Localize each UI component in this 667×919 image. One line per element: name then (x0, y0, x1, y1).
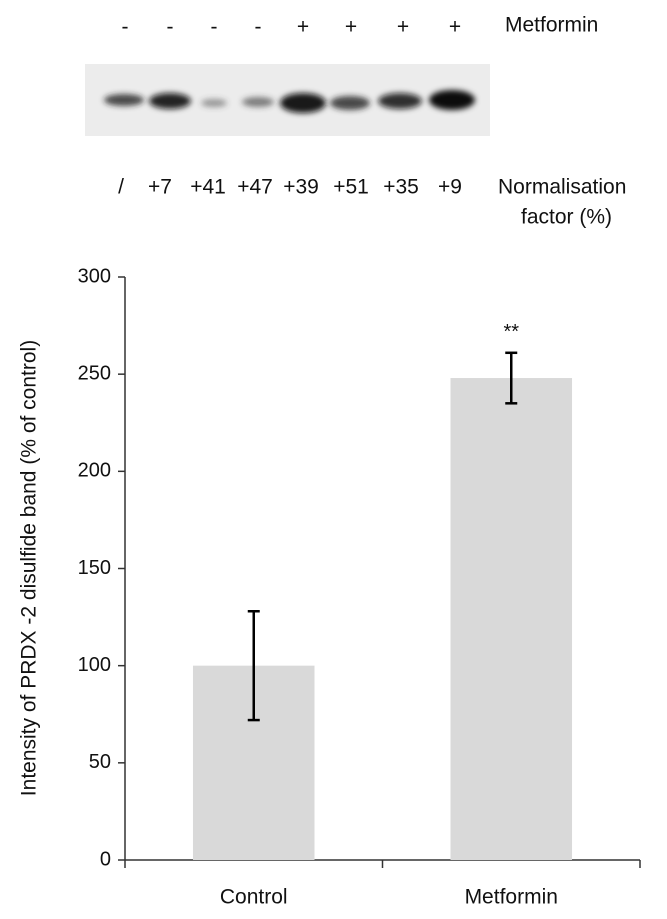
y-tick-label: 150 (78, 557, 111, 579)
normalisation-factor: +7 (148, 176, 172, 199)
treatment-sign: - (122, 16, 129, 39)
treatment-sign: + (397, 16, 409, 39)
y-tick-label: 50 (89, 751, 111, 773)
normalisation-factor: +47 (237, 176, 273, 199)
normalisation-label: Normalisation (498, 176, 626, 199)
treatment-sign: + (449, 16, 461, 39)
normalisation-factor: +35 (383, 176, 419, 199)
treatment-label: Metformin (505, 14, 598, 37)
treatment-sign: - (167, 16, 174, 39)
bar (450, 378, 572, 860)
x-tick-label: Control (220, 886, 288, 909)
normalisation-factor: +39 (283, 176, 319, 199)
significance-label: ** (503, 321, 519, 343)
normalisation-factor: / (118, 176, 124, 199)
treatment-sign: + (345, 16, 357, 39)
normalisation-factor: +51 (333, 176, 369, 199)
figure: Metformin Normalisation factor (%) Inten… (0, 0, 667, 919)
normalisation-label: factor (%) (521, 206, 612, 229)
normalisation-factor: +41 (190, 176, 226, 199)
y-tick-label: 300 (78, 265, 111, 287)
treatment-sign: - (211, 16, 218, 39)
y-axis-label: Intensity of PRDX -2 disulfide band (% o… (18, 340, 41, 796)
y-tick-label: 0 (100, 848, 111, 870)
treatment-sign: - (255, 16, 262, 39)
treatment-sign: + (297, 16, 309, 39)
y-tick-label: 200 (78, 460, 111, 482)
y-tick-label: 100 (78, 654, 111, 676)
y-tick-label: 250 (78, 362, 111, 384)
normalisation-factor: +9 (438, 176, 462, 199)
x-tick-label: Metformin (465, 886, 558, 909)
